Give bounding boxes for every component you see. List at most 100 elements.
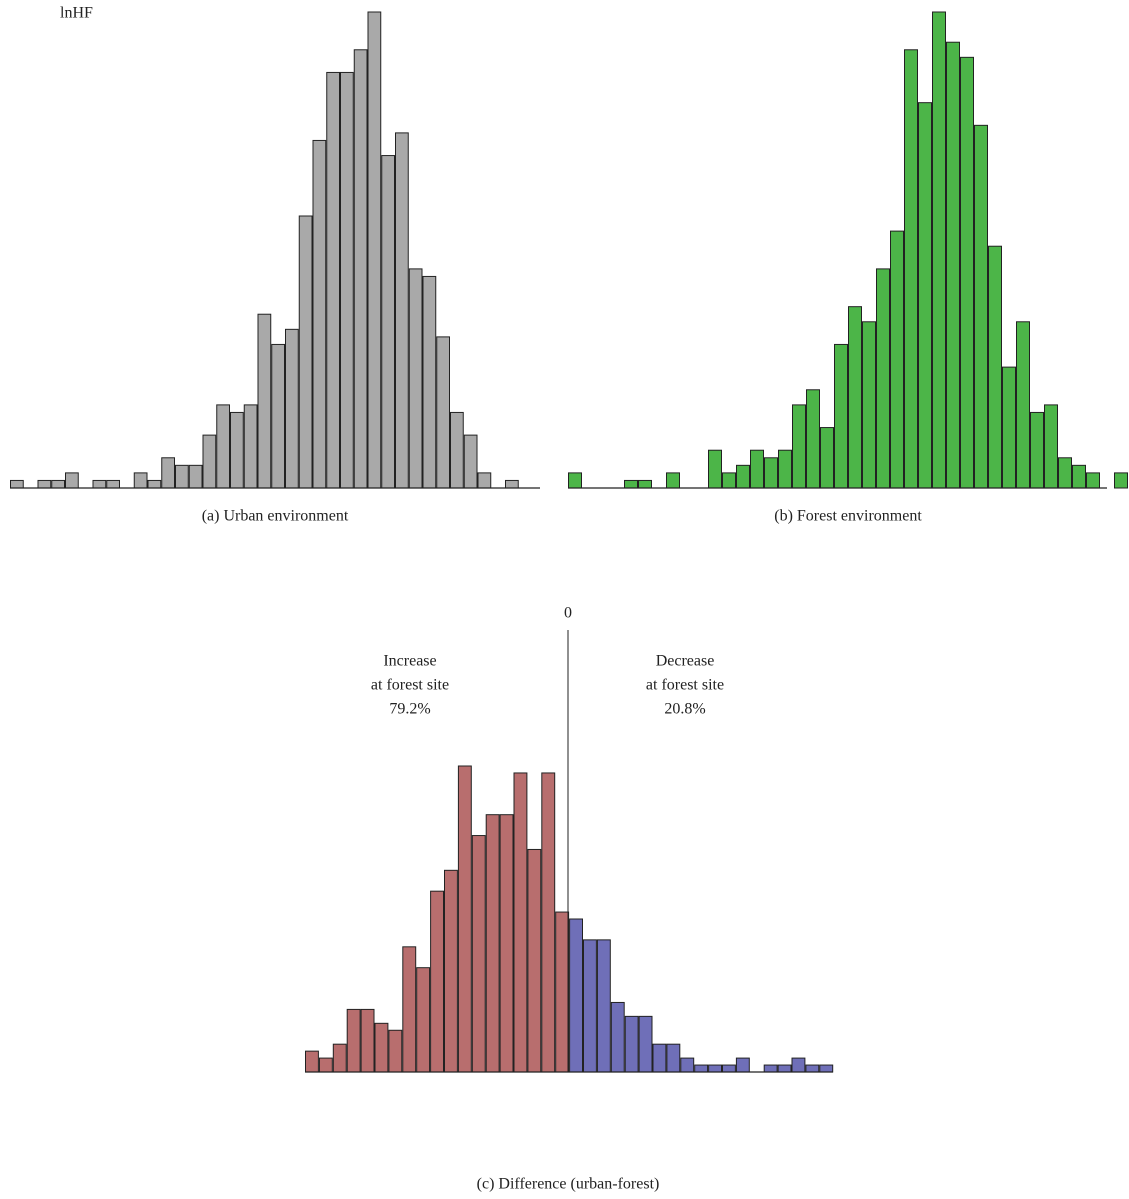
bar: [457, 765, 472, 1073]
bar: [367, 11, 382, 489]
bar: [652, 1043, 667, 1073]
bar: [834, 343, 848, 489]
bar: [960, 56, 974, 489]
bar: [463, 434, 478, 489]
bar: [360, 1008, 375, 1073]
bar: [298, 215, 313, 489]
bar: [505, 479, 519, 489]
bar: [188, 464, 203, 489]
bar: [147, 479, 162, 489]
annotation: at forest site: [646, 677, 724, 694]
bar: [106, 479, 120, 489]
bar: [408, 268, 423, 489]
bar: [332, 1043, 347, 1073]
bar: [890, 230, 904, 489]
bar: [381, 155, 395, 489]
bar: [444, 869, 458, 1073]
bar: [513, 772, 528, 1073]
bar: [285, 328, 299, 489]
bar: [848, 306, 862, 489]
bar: [638, 1015, 653, 1073]
bar: [694, 1064, 709, 1073]
bar: [1114, 472, 1128, 489]
bar: [541, 772, 556, 1073]
caption: (a) Urban environment: [202, 508, 349, 525]
bar: [353, 49, 368, 489]
bar: [680, 1057, 695, 1073]
bar: [1058, 457, 1072, 489]
annotation: Decrease: [656, 653, 715, 670]
bar: [791, 1057, 806, 1073]
bar: [708, 449, 722, 489]
bar: [10, 479, 24, 489]
annotation: 79.2%: [389, 701, 430, 718]
bar: [610, 1001, 625, 1073]
bar: [346, 1008, 361, 1073]
bar: [1002, 366, 1016, 489]
bar: [216, 404, 230, 489]
bar: [778, 449, 792, 489]
caption: (c) Difference (urban-forest): [477, 1176, 660, 1193]
bar: [763, 1064, 778, 1073]
bar: [1086, 472, 1100, 489]
bar: [862, 321, 876, 489]
bar: [569, 918, 583, 1073]
bar: [666, 1043, 681, 1073]
bar: [596, 939, 611, 1073]
bar: [1044, 404, 1058, 489]
bar: [624, 1015, 639, 1073]
bar: [583, 939, 597, 1073]
bar: [876, 268, 890, 489]
bar: [764, 457, 778, 489]
bar: [1016, 321, 1030, 489]
bar: [257, 313, 272, 489]
bar: [477, 472, 492, 489]
bar: [708, 1064, 722, 1073]
bar: [92, 479, 107, 489]
zero-label: 0: [564, 605, 572, 622]
bar: [374, 1022, 389, 1073]
bar: [485, 814, 500, 1073]
bar: [819, 1064, 834, 1073]
bar: [568, 472, 582, 489]
bar: [1030, 411, 1044, 489]
bar: [666, 472, 680, 489]
bar: [243, 404, 258, 489]
bar: [51, 479, 65, 489]
bar: [430, 890, 445, 1073]
bar: [318, 1057, 333, 1073]
bar: [932, 11, 946, 489]
bar: [806, 389, 820, 489]
bar: [37, 479, 52, 489]
bar: [555, 911, 570, 1073]
bar: [175, 464, 189, 489]
bar: [161, 457, 175, 489]
caption: (b) Forest environment: [774, 508, 922, 525]
bar: [230, 411, 244, 489]
bar: [326, 71, 340, 489]
bar: [133, 472, 148, 489]
bar: [638, 479, 652, 489]
bar: [312, 139, 327, 489]
bar: [988, 245, 1002, 489]
bar: [974, 124, 988, 489]
bar: [624, 479, 638, 489]
bar: [527, 848, 542, 1073]
bar: [450, 411, 464, 489]
bar: [422, 275, 437, 489]
bar: [904, 49, 918, 489]
annotation: 20.8%: [664, 701, 705, 718]
bar: [499, 814, 514, 1073]
bar: [416, 967, 431, 1073]
bar: [735, 1057, 750, 1073]
bar: [1072, 464, 1086, 489]
bar: [777, 1064, 792, 1073]
bar: [722, 1064, 736, 1073]
y-label: lnHF: [60, 5, 93, 22]
bar: [750, 449, 764, 489]
bar: [395, 132, 409, 489]
bar: [792, 404, 806, 489]
bar: [918, 102, 932, 489]
bar: [471, 835, 486, 1073]
